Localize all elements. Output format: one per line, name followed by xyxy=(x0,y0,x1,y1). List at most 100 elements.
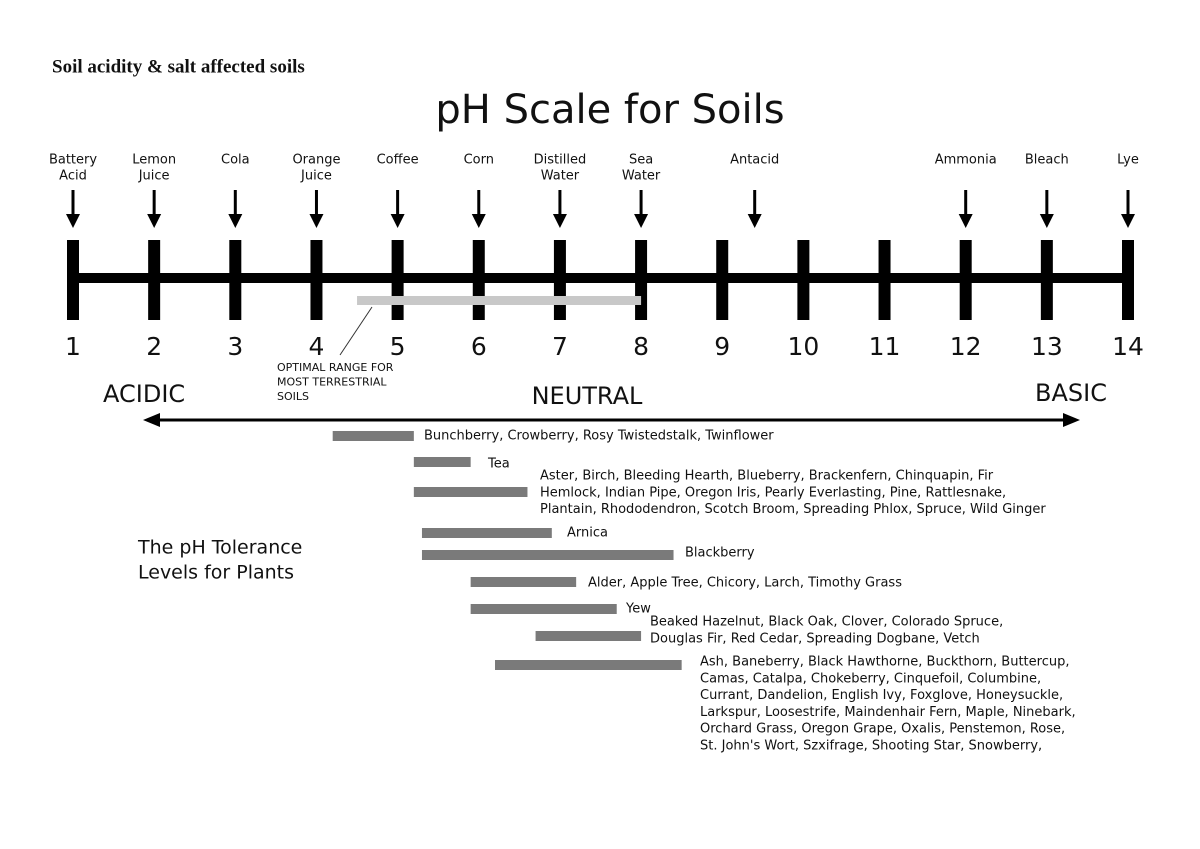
arrow-head xyxy=(958,214,973,228)
plant-range-bar xyxy=(421,528,552,538)
substance-label: Ammonia xyxy=(935,153,997,168)
arrow-head xyxy=(66,214,80,228)
substance-label: Cola xyxy=(221,153,250,168)
scale-tick xyxy=(553,240,566,320)
scale-tick xyxy=(716,240,729,320)
substance-label: Lemon xyxy=(132,153,176,168)
plant-label: Arnica xyxy=(567,526,608,541)
plant-label: Ash, Baneberry, Black Hawthorne, Bucktho… xyxy=(700,655,1069,670)
plant-label: Alder, Apple Tree, Chicory, Larch, Timot… xyxy=(588,576,902,591)
plant-label: Tea xyxy=(487,457,510,472)
scale-tick xyxy=(959,240,972,320)
scale-label: 12 xyxy=(950,332,982,361)
scale-label: 3 xyxy=(227,332,243,361)
substance-label: Coffee xyxy=(377,153,419,168)
substance-label: Battery xyxy=(49,153,97,168)
scale-label: 6 xyxy=(471,332,487,361)
scale-tick xyxy=(878,240,891,320)
scale-tick xyxy=(472,240,485,320)
plant-label: Camas, Catalpa, Chokeberry, Cinquefoil, … xyxy=(700,671,1041,686)
arrow-head xyxy=(552,214,567,228)
tolerance-title: Levels for Plants xyxy=(138,562,294,584)
plant-label: Plantain, Rhododendron, Scotch Broom, Sp… xyxy=(540,502,1046,517)
optimal-label: SOILS xyxy=(277,390,309,403)
arrow-head xyxy=(228,214,243,228)
zone-label: BASIC xyxy=(1035,379,1107,407)
scale-label: 5 xyxy=(390,332,406,361)
plant-range-bar xyxy=(332,431,414,441)
arrow-head xyxy=(634,214,649,228)
substance-label: Juice xyxy=(300,169,332,184)
plant-range-bar xyxy=(470,577,577,587)
zone-label: NEUTRAL xyxy=(532,382,643,410)
arrow-head xyxy=(147,214,162,228)
plant-label: Yew xyxy=(625,602,651,617)
zone-label: ACIDIC xyxy=(103,380,185,408)
scale-tick xyxy=(229,240,242,320)
scale-tick xyxy=(635,240,648,320)
scale-label: 14 xyxy=(1112,332,1144,361)
arrow-head xyxy=(1063,413,1080,427)
plant-label: Blackberry xyxy=(685,546,755,561)
scale-tick xyxy=(67,240,79,320)
plant-range-bar xyxy=(535,631,642,641)
plant-range-bar xyxy=(413,457,471,467)
scale-label: 7 xyxy=(552,332,568,361)
scale-line xyxy=(73,273,1128,283)
arrow-head xyxy=(471,214,486,228)
arrow-head xyxy=(1039,214,1054,228)
scale-label: 1 xyxy=(65,332,81,361)
scale-tick xyxy=(1040,240,1053,320)
scale-label: 11 xyxy=(869,332,901,361)
leader-line xyxy=(339,306,373,356)
substance-label: Distilled xyxy=(534,153,587,168)
plant-label: Orchard Grass, Oregon Grape, Oxalis, Pen… xyxy=(700,722,1065,737)
scale-tick xyxy=(1122,240,1134,320)
arrow-head xyxy=(309,214,324,228)
optimal-range-bar xyxy=(357,296,642,305)
optimal-label: OPTIMAL RANGE FOR xyxy=(277,361,394,374)
scale-tick xyxy=(391,240,404,320)
scale-tick xyxy=(310,240,323,320)
scale-label: 8 xyxy=(633,332,649,361)
substance-label: Bleach xyxy=(1025,153,1069,168)
substance-label: Acid xyxy=(59,169,87,184)
scale-label: 13 xyxy=(1031,332,1063,361)
plant-label: St. John's Wort, Szxifrage, Shooting Sta… xyxy=(700,739,1042,754)
plant-label: Hemlock, Indian Pipe, Oregon Iris, Pearl… xyxy=(540,485,1006,500)
plant-label: Larkspur, Loosestrife, Maindenhair Fern,… xyxy=(700,705,1076,720)
tolerance-title: The pH Tolerance xyxy=(137,537,302,559)
diagram-title: pH Scale for Soils xyxy=(435,87,784,133)
plant-label: Beaked Hazelnut, Black Oak, Clover, Colo… xyxy=(650,615,1003,630)
arrow-head xyxy=(390,214,405,228)
arrow-head xyxy=(747,214,762,228)
plant-range-bar xyxy=(495,660,682,670)
plant-label: Bunchberry, Crowberry, Rosy Twistedstalk… xyxy=(424,429,774,444)
arrow-head xyxy=(1121,214,1135,228)
scale-tick xyxy=(797,240,810,320)
substance-label: Orange xyxy=(292,153,340,168)
substance-label: Water xyxy=(622,169,661,184)
scale-label: 10 xyxy=(787,332,819,361)
scale-tick xyxy=(148,240,161,320)
substance-label: Antacid xyxy=(730,153,779,168)
plant-range-bar xyxy=(470,604,617,614)
optimal-label: MOST TERRESTRIAL xyxy=(277,376,387,389)
plant-range-bar xyxy=(421,550,674,560)
header-title: Soil acidity & salt affected soils xyxy=(52,56,305,77)
substance-label: Lye xyxy=(1117,153,1139,168)
substance-label: Water xyxy=(541,169,580,184)
arrow-head xyxy=(143,413,160,427)
plant-label: Douglas Fir, Red Cedar, Spreading Dogban… xyxy=(650,631,980,646)
substance-label: Sea xyxy=(629,153,653,168)
scale-label: 4 xyxy=(309,332,325,361)
plant-range-bar xyxy=(413,487,528,497)
substance-label: Corn xyxy=(464,153,494,168)
substance-label: Juice xyxy=(138,169,170,184)
plant-label: Aster, Birch, Bleeding Hearth, Blueberry… xyxy=(540,469,994,484)
scale-label: 9 xyxy=(714,332,730,361)
plant-label: Currant, Dandelion, English Ivy, Foxglov… xyxy=(700,688,1063,703)
scale-label: 2 xyxy=(146,332,162,361)
